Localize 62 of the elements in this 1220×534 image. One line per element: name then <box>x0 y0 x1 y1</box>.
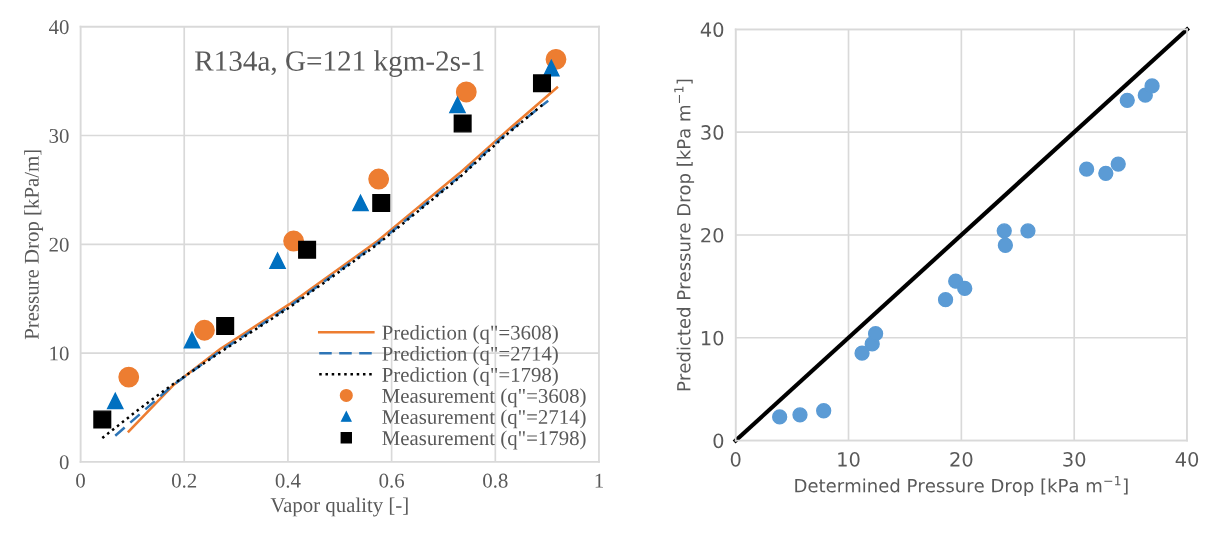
point <box>194 319 215 341</box>
point <box>1078 161 1095 177</box>
point <box>867 326 884 342</box>
point <box>269 252 286 269</box>
point <box>106 392 124 410</box>
point <box>93 410 112 429</box>
x-tick-label: 0.4 <box>275 473 301 488</box>
point <box>854 345 870 361</box>
point <box>298 240 317 259</box>
x-tick-label: 0.2 <box>171 473 197 488</box>
point <box>368 168 390 190</box>
x-tick-label: 40 <box>1175 452 1199 467</box>
point <box>997 237 1014 253</box>
y-tick-label: 20 <box>701 227 724 243</box>
point <box>455 81 477 103</box>
point <box>816 403 832 419</box>
point <box>772 409 788 425</box>
legend-label: Measurement (q"=3608) <box>382 388 586 408</box>
y-tick-label: 10 <box>50 346 69 361</box>
point <box>453 114 472 133</box>
y-tick-label: 30 <box>49 128 69 143</box>
point <box>1110 156 1126 172</box>
y-tick-label: 40 <box>700 22 724 38</box>
point <box>1144 78 1160 94</box>
point <box>1119 92 1135 108</box>
point <box>542 59 560 77</box>
point <box>996 223 1012 239</box>
y-tick-label: 0 <box>713 433 724 449</box>
point <box>449 96 466 114</box>
x-axis-title: Determined Pressure Drop [kPa m$^{−1}$] <box>795 476 1128 496</box>
legend-label: Prediction (q"=3608) <box>382 325 558 344</box>
y-axis-title: Pressure Drop [kPa/m] <box>24 150 44 340</box>
x-tick-label: 1 <box>595 473 603 488</box>
point <box>1020 223 1036 239</box>
x-tick-label: 0 <box>76 473 85 488</box>
x-tick-label: 30 <box>1063 452 1086 467</box>
legend-label: Measurement (q"=2714) <box>382 409 586 429</box>
point <box>1098 165 1114 181</box>
point <box>216 316 235 335</box>
point <box>957 280 973 297</box>
point <box>532 74 552 93</box>
legend-label: Measurement (q"=1798) <box>382 430 586 450</box>
y-axis-title: Predicted Pressure Drop [kPa m$^{−1}$] <box>674 79 695 391</box>
x-axis-title: Vapor quality [-] <box>270 497 408 517</box>
y-tick-label: 20 <box>49 237 69 252</box>
text: R134a, G=121 kgm-2s-1 <box>195 50 484 77</box>
x-tick-label: 0.8 <box>483 473 508 488</box>
y-tick-label: 40 <box>48 20 69 35</box>
x-tick-label: 0 <box>730 452 741 467</box>
point <box>183 331 201 349</box>
x-tick-label: 0.6 <box>379 473 405 488</box>
y-tick-label: 30 <box>701 125 724 140</box>
y-tick-label: 10 <box>701 330 724 346</box>
x-tick-label: 10 <box>838 452 860 467</box>
point <box>352 194 369 212</box>
point <box>118 366 140 388</box>
point <box>372 193 391 212</box>
legend-label: Prediction (q"=2714) <box>382 346 558 365</box>
legend-label: Prediction (q"=1798) <box>382 367 558 387</box>
x-tick-label: 20 <box>950 452 973 467</box>
point <box>937 292 954 308</box>
point <box>792 407 808 423</box>
